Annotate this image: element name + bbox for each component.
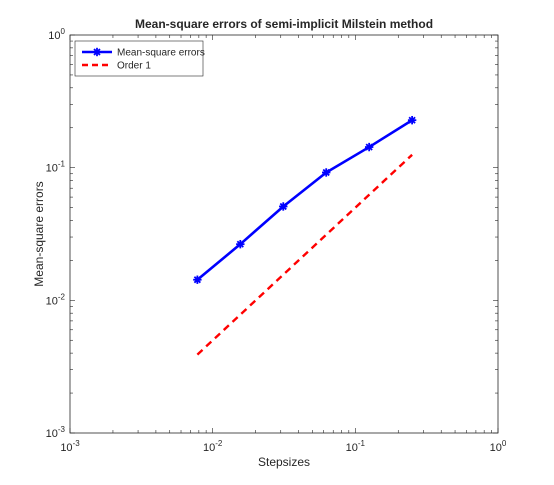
axis-ticks — [69, 34, 499, 434]
chart-title: Mean-square errors of semi-implicit Mils… — [135, 17, 433, 31]
legend-label: Mean-square errors — [117, 48, 205, 59]
y-axis-label: Mean-square errors — [32, 181, 46, 286]
series-line — [196, 119, 413, 281]
y-tick-label: 10-1 — [46, 160, 66, 175]
legend: Mean-square errors Order 1 — [74, 40, 205, 77]
series-line — [196, 153, 413, 356]
legend-label: Order 1 — [117, 61, 151, 72]
data-point — [407, 115, 417, 125]
series-0 — [193, 115, 417, 284]
plot-area — [69, 34, 499, 434]
legend-box — [74, 40, 204, 77]
y-axis-tick-labels: 10-3 10-2 10-1 100 — [46, 27, 66, 440]
data-point — [364, 142, 374, 152]
legend-entry: Order 1 — [82, 61, 151, 72]
data-point — [322, 168, 331, 177]
data-point — [279, 202, 288, 211]
marker-stroke — [279, 202, 287, 211]
x-tick-label: 100 — [490, 439, 507, 454]
y-tick-label: 100 — [48, 27, 65, 42]
legend-entry: Mean-square errors — [82, 48, 205, 59]
data-point — [236, 239, 245, 249]
marker-stroke — [236, 240, 244, 248]
x-axis-label: Stepsizes — [258, 455, 310, 469]
data-point — [193, 275, 202, 284]
marker-stroke — [322, 168, 330, 177]
x-tick-label: 10-1 — [346, 439, 366, 454]
series-1 — [196, 153, 413, 356]
x-tick-label: 10-2 — [203, 439, 223, 454]
marker-stroke — [365, 143, 373, 151]
y-tick-label: 10-3 — [46, 425, 66, 440]
x-tick-label: 10-3 — [60, 439, 80, 454]
data-point — [92, 47, 102, 57]
data-series — [193, 115, 417, 356]
y-tick-label: 10-2 — [46, 292, 66, 307]
marker-stroke — [408, 116, 416, 124]
marker-stroke — [93, 48, 101, 56]
marker-stroke — [193, 276, 201, 284]
x-axis-tick-labels: 10-3 10-2 10-1 100 — [60, 439, 507, 454]
